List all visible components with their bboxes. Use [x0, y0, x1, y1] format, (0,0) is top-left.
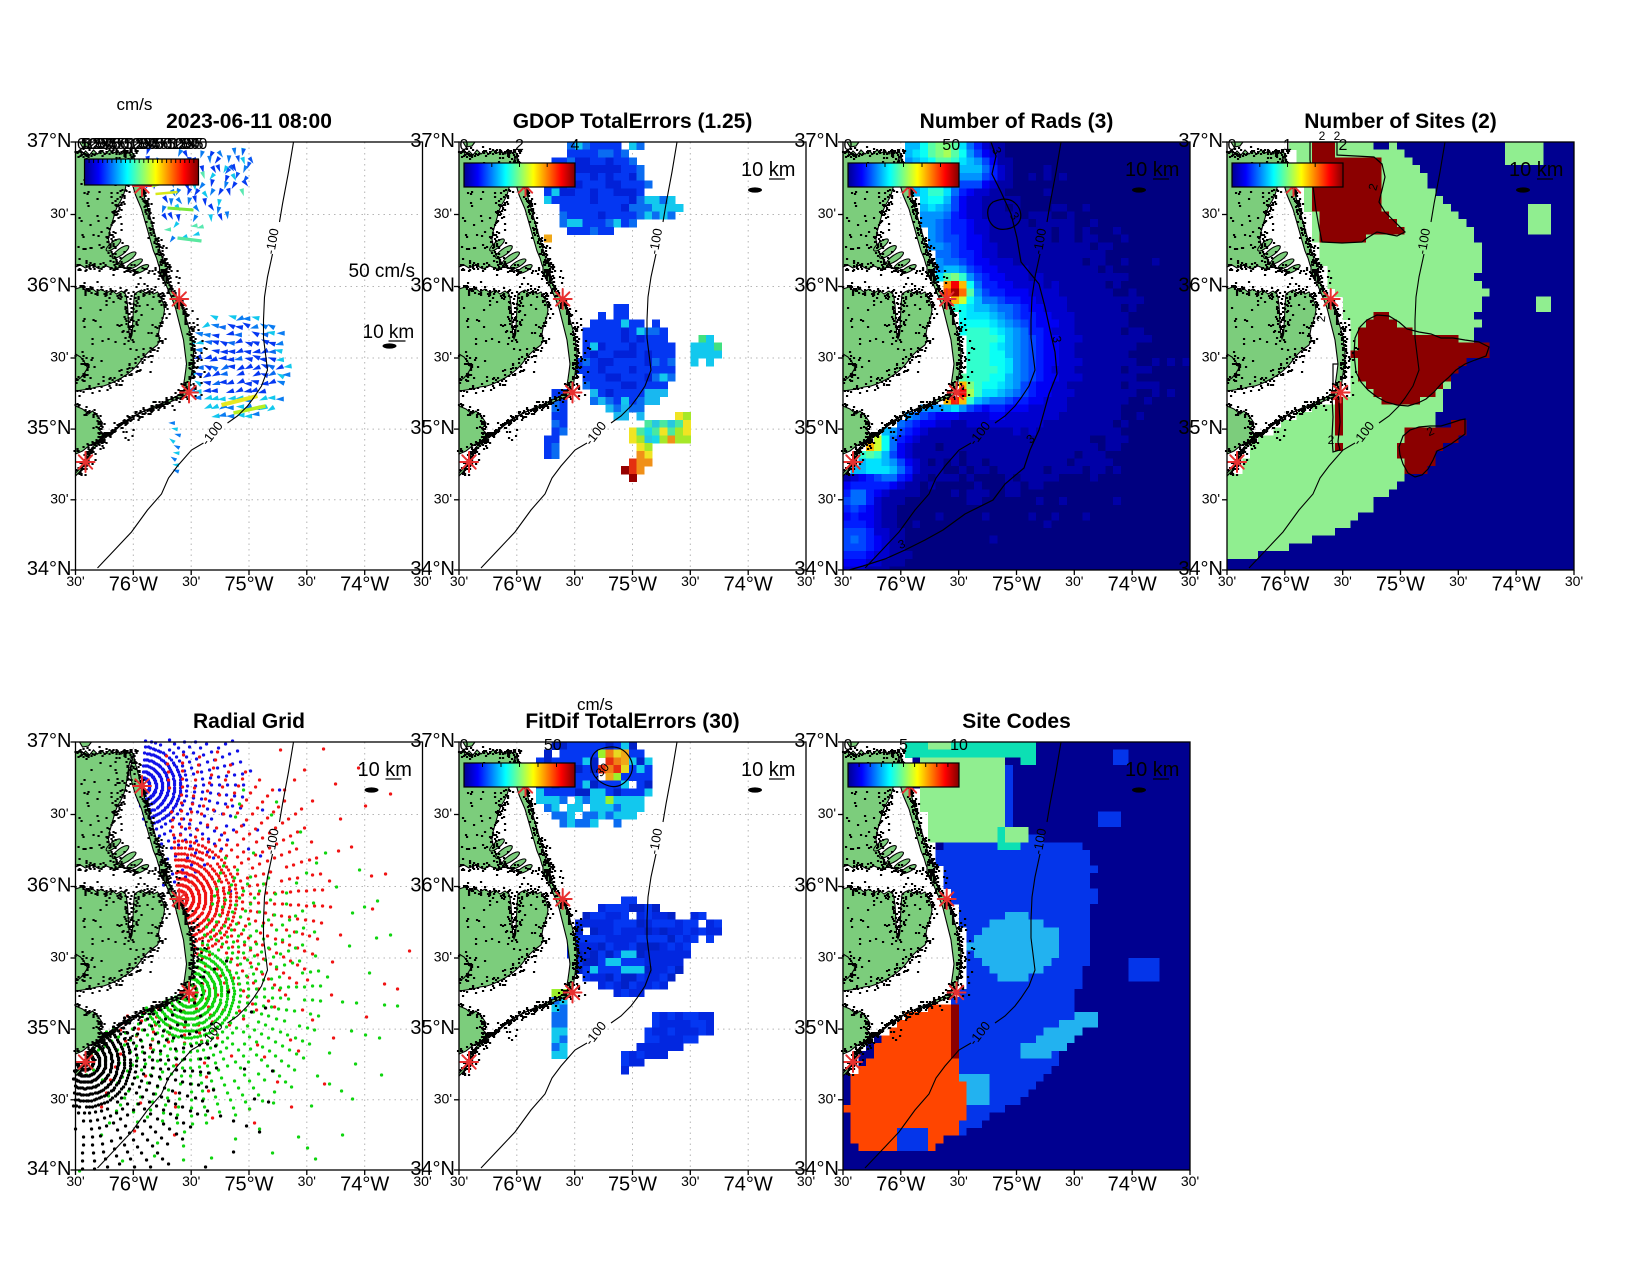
svg-text:Radial Grid: Radial Grid: [193, 710, 305, 733]
svg-text:40: 40: [104, 136, 122, 153]
svg-text:2: 2: [515, 137, 524, 154]
svg-text:0: 0: [120, 136, 129, 153]
svg-text:5: 5: [899, 737, 908, 754]
svg-text:2: 2: [1319, 129, 1326, 143]
svg-text:30: 30: [182, 136, 200, 153]
svg-text:10: 10: [123, 136, 141, 153]
svg-text:25: 25: [92, 136, 110, 153]
svg-text:10: 10: [80, 136, 98, 153]
svg-text:Site Codes: Site Codes: [962, 710, 1071, 733]
svg-text:25: 25: [178, 136, 196, 153]
svg-text:0: 0: [844, 737, 853, 754]
svg-text:30: 30: [96, 136, 114, 153]
svg-text:20: 20: [131, 136, 149, 153]
svg-text:cm/s: cm/s: [577, 695, 613, 714]
svg-text:2: 2: [1314, 314, 1329, 322]
svg-text:0: 0: [163, 136, 172, 153]
svg-text:2: 2: [1339, 137, 1348, 154]
svg-text:20: 20: [88, 136, 106, 153]
svg-text:2: 2: [1334, 129, 1341, 143]
svg-text:0: 0: [460, 737, 469, 754]
svg-text:35: 35: [143, 136, 161, 153]
svg-text:10: 10: [950, 737, 968, 754]
svg-text:2: 2: [1366, 182, 1381, 192]
svg-text:3: 3: [896, 536, 907, 552]
svg-text:Number of Rads (3): Number of Rads (3): [920, 110, 1114, 133]
svg-text:1: 1: [1283, 137, 1292, 154]
svg-text:0: 0: [77, 136, 86, 153]
svg-text:2: 2: [1328, 433, 1335, 447]
svg-text:2023-06-11 08:00: 2023-06-11 08:00: [166, 110, 332, 133]
svg-text:50: 50: [112, 136, 130, 153]
svg-text:0: 0: [460, 137, 469, 154]
svg-text:FitDif TotalErrors (30): FitDif TotalErrors (30): [525, 710, 739, 733]
svg-text:0: 0: [1228, 137, 1237, 154]
svg-text:10: 10: [166, 136, 184, 153]
svg-text:45: 45: [151, 136, 169, 153]
svg-text:15: 15: [84, 136, 102, 153]
svg-text:50 cm/s: 50 cm/s: [349, 261, 416, 282]
svg-text:50: 50: [544, 737, 562, 754]
svg-text:15: 15: [170, 136, 188, 153]
svg-text:GDOP TotalErrors (1.25): GDOP TotalErrors (1.25): [513, 110, 753, 133]
svg-text:3: 3: [989, 145, 1005, 156]
svg-text:cm/s: cm/s: [117, 95, 153, 114]
svg-text:3: 3: [1049, 335, 1064, 344]
svg-text:40: 40: [190, 136, 208, 153]
svg-text:45: 45: [108, 136, 126, 153]
svg-text:5: 5: [124, 136, 133, 153]
svg-text:5: 5: [81, 136, 90, 153]
svg-text:0: 0: [844, 137, 853, 154]
svg-text:25: 25: [135, 136, 153, 153]
svg-text:20: 20: [174, 136, 192, 153]
svg-text:Number of Sites (2): Number of Sites (2): [1304, 110, 1497, 133]
svg-text:50: 50: [942, 137, 960, 154]
svg-text:10 km: 10 km: [363, 322, 415, 343]
svg-text:40: 40: [147, 136, 165, 153]
svg-text:35: 35: [100, 136, 118, 153]
svg-text:35: 35: [186, 136, 204, 153]
svg-text:50: 50: [155, 136, 173, 153]
svg-text:5: 5: [167, 136, 176, 153]
svg-text:15: 15: [127, 136, 145, 153]
svg-text:4: 4: [571, 137, 580, 154]
svg-text:30: 30: [139, 136, 157, 153]
